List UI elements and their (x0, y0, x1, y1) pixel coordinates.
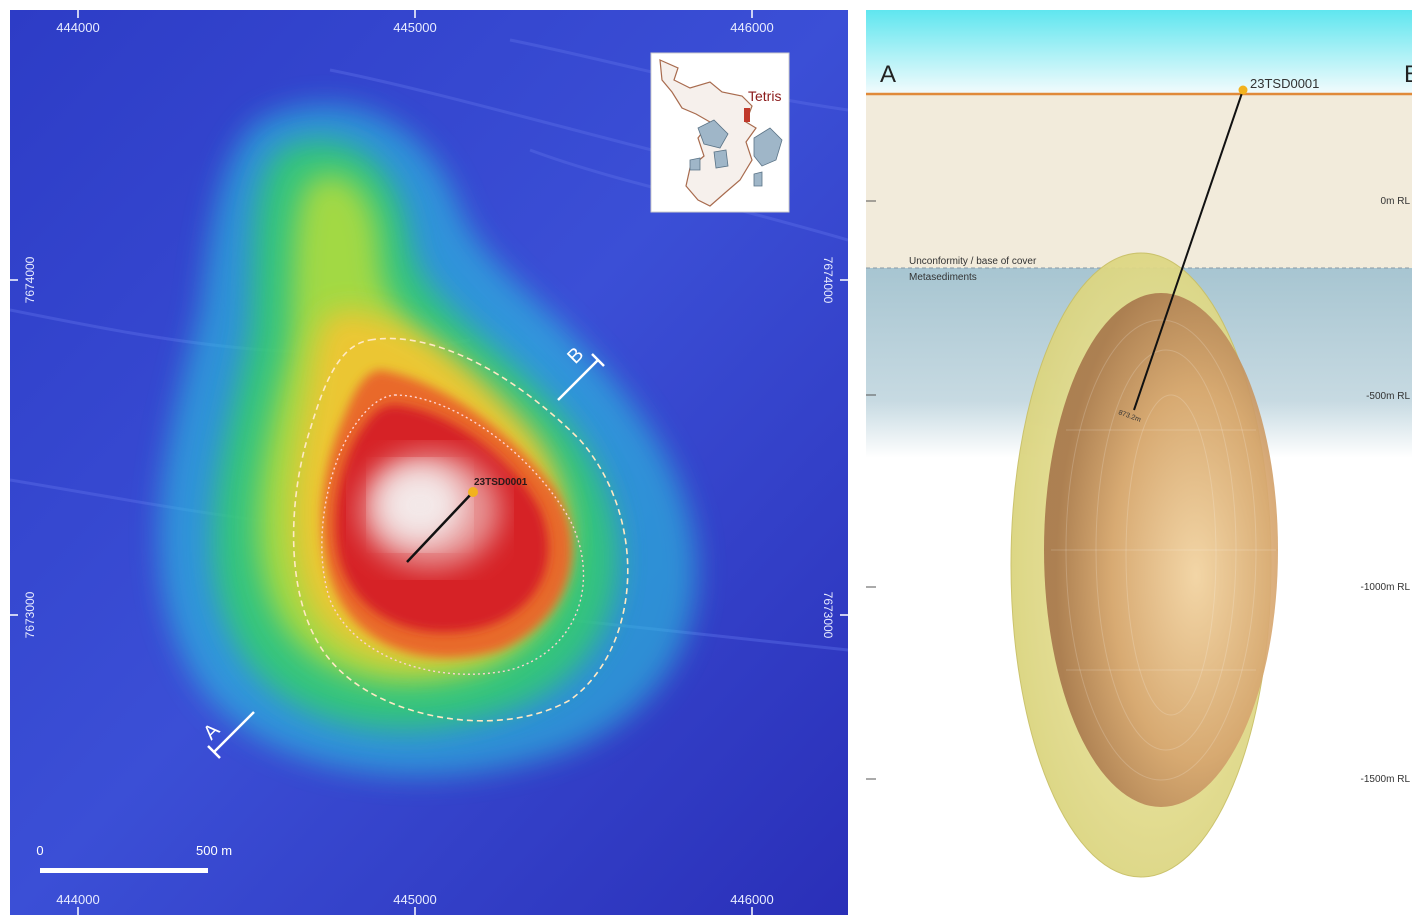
grid-label-y-left-1: 7674000 (23, 256, 37, 303)
magnetic-anomaly-map: 444000 445000 446000 444000 445000 44600… (10, 10, 848, 915)
drillhole-label: 23TSD0001 (474, 477, 528, 488)
rl-label-1500: -1500m RL (1361, 774, 1411, 785)
section-end-b: B (1404, 61, 1412, 88)
drillhole-collar (468, 487, 478, 497)
inner-body (1044, 293, 1278, 807)
scale-bar (40, 868, 208, 873)
grid-label-y-left-2: 7673000 (23, 591, 37, 638)
drillhole-trace (406, 491, 474, 563)
scale-label-zero: 0 (36, 843, 43, 858)
map-canvas: 444000 445000 446000 444000 445000 44600… (10, 10, 848, 915)
grid-label-x-bottom-1: 444000 (56, 892, 99, 907)
grid-label-y-right-1: 7674000 (821, 257, 835, 304)
grid-label-y-right-2: 7673000 (821, 592, 835, 639)
inset-title: Tetris (748, 88, 781, 104)
rl-label-500: -500m RL (1366, 391, 1410, 402)
drillhole-trace (1133, 89, 1244, 411)
cross-section: 23TSD0001 873.2m A B Unconformity / base… (866, 10, 1412, 915)
magnetic-anomaly (158, 104, 697, 776)
body-facets (1051, 319, 1276, 781)
grid-label-x-bottom-3: 446000 (730, 892, 773, 907)
metasediments-label: Metasediments (909, 272, 977, 283)
drillhole-label: 23TSD0001 (1250, 76, 1319, 91)
unconformity-label: Unconformity / base of cover (909, 256, 1037, 267)
scale-label-length: 500 m (196, 843, 232, 858)
outer-contour (292, 337, 629, 722)
location-inset: Tetris (650, 52, 790, 213)
grid-label-x-top-3: 446000 (730, 20, 773, 35)
section-end-a: A (880, 61, 896, 88)
rl-ticks (866, 200, 876, 780)
rl-label-0: 0m RL (1381, 196, 1411, 207)
grid-label-x-top-2: 445000 (393, 20, 436, 35)
sky (866, 10, 1412, 94)
grid-ticks (10, 10, 848, 915)
grid-label-x-bottom-2: 445000 (393, 892, 436, 907)
grid-label-x-top-1: 444000 (56, 20, 99, 35)
drillhole-collar (1238, 85, 1248, 95)
section-canvas: 23TSD0001 873.2m A B Unconformity / base… (866, 10, 1412, 915)
rl-label-1000: -1000m RL (1361, 582, 1411, 593)
cover-layer (866, 94, 1412, 268)
